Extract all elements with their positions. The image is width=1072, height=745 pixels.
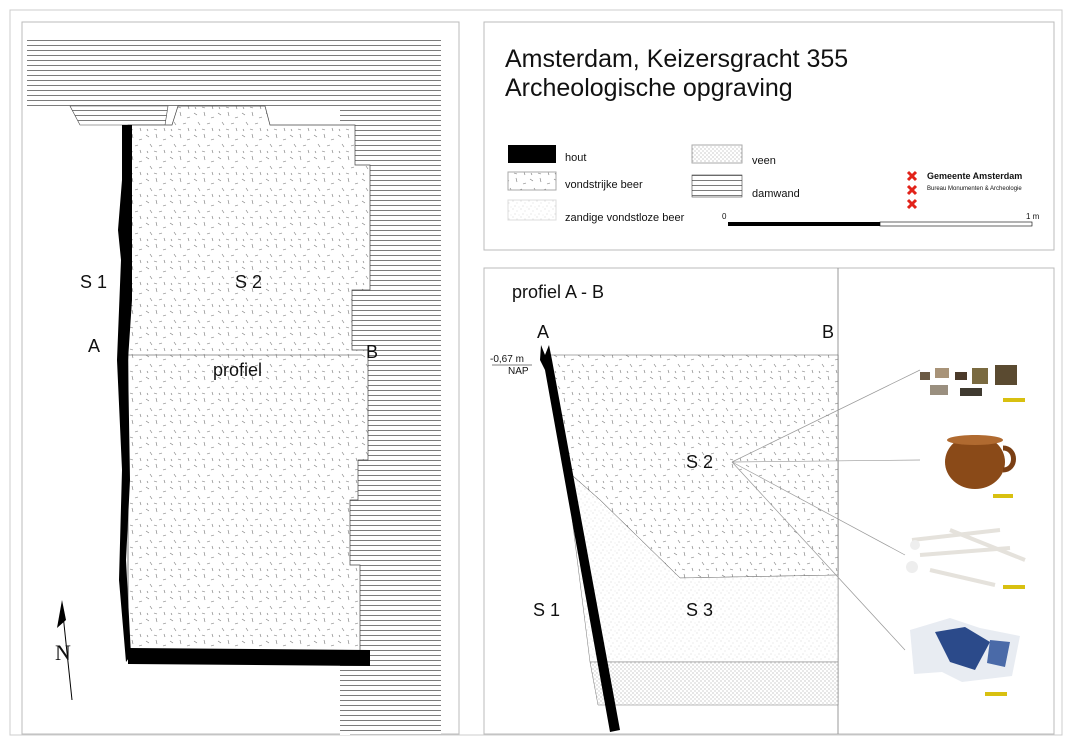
- layer-veen: [589, 661, 839, 706]
- north-arrow: N: [55, 600, 73, 701]
- swatch-beer: [507, 171, 557, 191]
- damwand-notch: [69, 105, 169, 126]
- profile-label: A: [537, 322, 549, 342]
- legend-label: hout: [565, 152, 586, 164]
- plan-label: profiel: [213, 360, 262, 380]
- damwand-bottom: [340, 655, 370, 735]
- legend-label: vondstrijke beer: [565, 179, 643, 191]
- outer-border: [9, 9, 1063, 736]
- legend-panel: [483, 21, 1055, 251]
- level-label: -0,67 m: [490, 354, 524, 365]
- wood-wall-profile: [540, 345, 620, 732]
- subtitle: Archeologische opgraving: [505, 74, 793, 102]
- plan-label: A: [88, 336, 100, 356]
- profile-label: S 2: [686, 452, 713, 472]
- damwand-top: [27, 38, 441, 106]
- find-photos: [906, 365, 1026, 696]
- organization-department: Bureau Monumenten & Archeologie: [927, 186, 1022, 192]
- scale-label: 1 m: [1026, 212, 1040, 221]
- photo-sherds: [920, 365, 1025, 402]
- swatch-hout: [508, 145, 556, 163]
- organization-name: Gemeente Amsterdam: [927, 171, 1022, 181]
- title: Amsterdam, Keizersgracht 355: [505, 45, 848, 73]
- plan-label: S 2: [235, 272, 262, 292]
- scale-bar: [728, 221, 1033, 227]
- legend-label: damwand: [752, 188, 800, 200]
- profile-label: S 3: [686, 600, 713, 620]
- logo-crosses: [906, 170, 918, 210]
- swatch-damwand: [691, 174, 743, 198]
- legend-label: veen: [752, 155, 776, 167]
- swatch-sand: [507, 199, 557, 221]
- north-label: N: [55, 640, 71, 665]
- photo-porcelain: [910, 618, 1020, 696]
- plan-label: S 1: [80, 272, 107, 292]
- photo-pipes: [906, 528, 1026, 589]
- plan-label: B: [366, 342, 378, 362]
- photo-jug: [945, 435, 1016, 498]
- pit-fill: [127, 105, 371, 656]
- swatch-veen: [691, 144, 743, 164]
- wood-wall: [117, 125, 132, 662]
- profile-title: profiel A - B: [512, 282, 604, 302]
- profile-label: S 1: [533, 600, 560, 620]
- find-leaders: [731, 369, 921, 651]
- legend-label: zandige vondstloze beer: [565, 212, 685, 224]
- profile-label: B: [822, 322, 834, 342]
- datum-label: NAP: [508, 366, 529, 377]
- scale-label: 0: [722, 212, 727, 221]
- wood-wall-bottom: [128, 648, 370, 666]
